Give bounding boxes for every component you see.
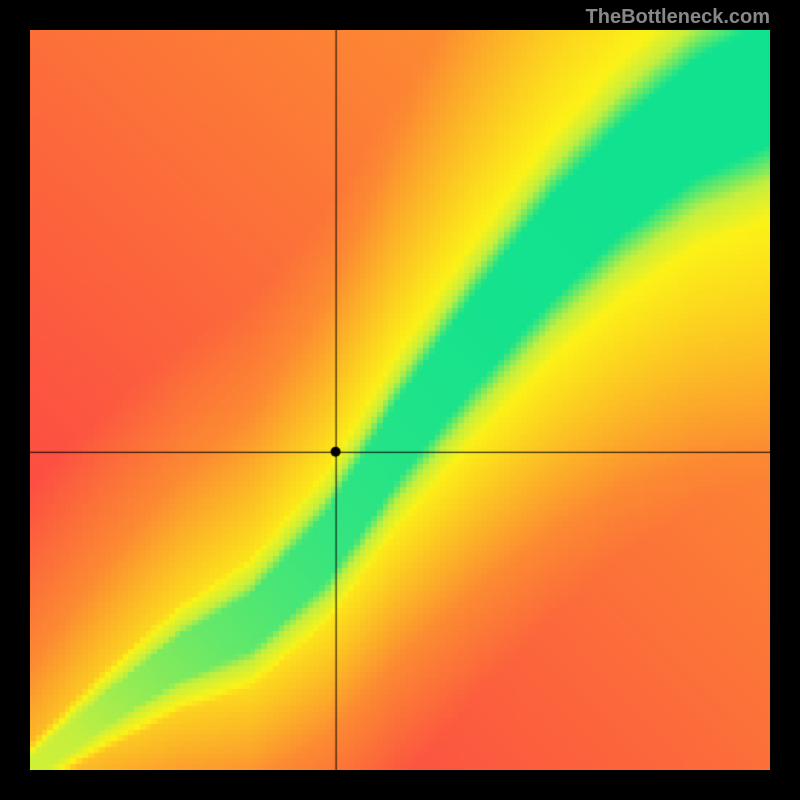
overlay-canvas (30, 30, 770, 770)
plot-area (30, 30, 770, 770)
chart-frame: TheBottleneck.com (0, 0, 800, 800)
watermark-text: TheBottleneck.com (586, 6, 770, 29)
